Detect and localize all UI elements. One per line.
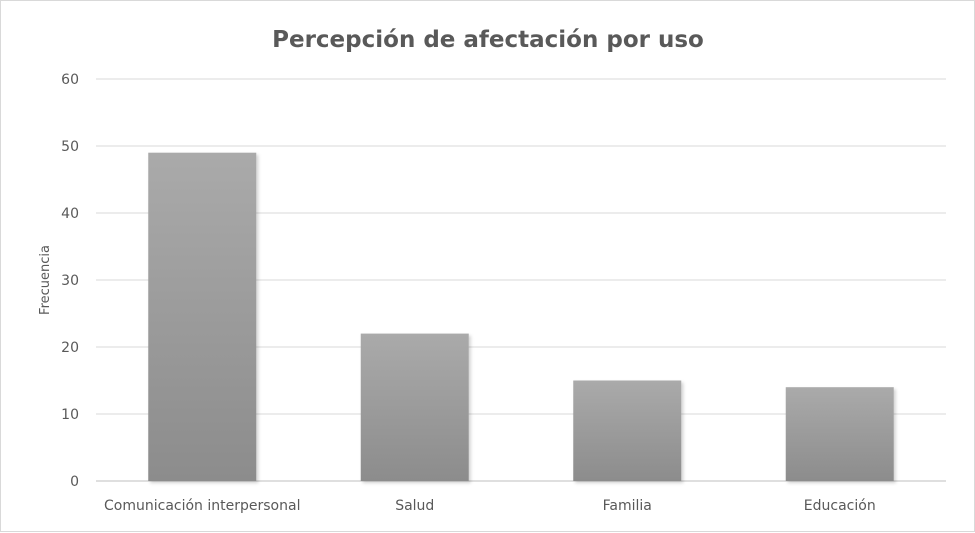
y-tick-label: 60 <box>61 72 79 88</box>
y-tick-label: 40 <box>61 206 79 222</box>
bar <box>360 333 469 481</box>
bar <box>148 152 257 481</box>
category-label: Salud <box>395 498 434 514</box>
chart-title: Percepción de afectación por uso <box>272 27 704 53</box>
category-label: Educación <box>804 498 876 514</box>
y-tick-label: 0 <box>70 474 79 490</box>
y-tick-label: 20 <box>61 340 79 356</box>
bars <box>148 152 894 481</box>
category-label: Familia <box>603 498 652 514</box>
category-label: Comunicación interpersonal <box>104 498 300 514</box>
y-tick-label: 50 <box>61 139 79 155</box>
y-tick-label: 30 <box>61 273 79 289</box>
category-labels: Comunicación interpersonal Salud Familia Ed… <box>104 498 876 514</box>
bar <box>785 387 894 481</box>
y-tick-label: 10 <box>61 407 79 423</box>
y-axis-label: Frecuencia <box>38 245 53 315</box>
bar <box>573 380 682 481</box>
y-tick-labels: 0 10 20 30 40 50 60 <box>61 72 79 490</box>
